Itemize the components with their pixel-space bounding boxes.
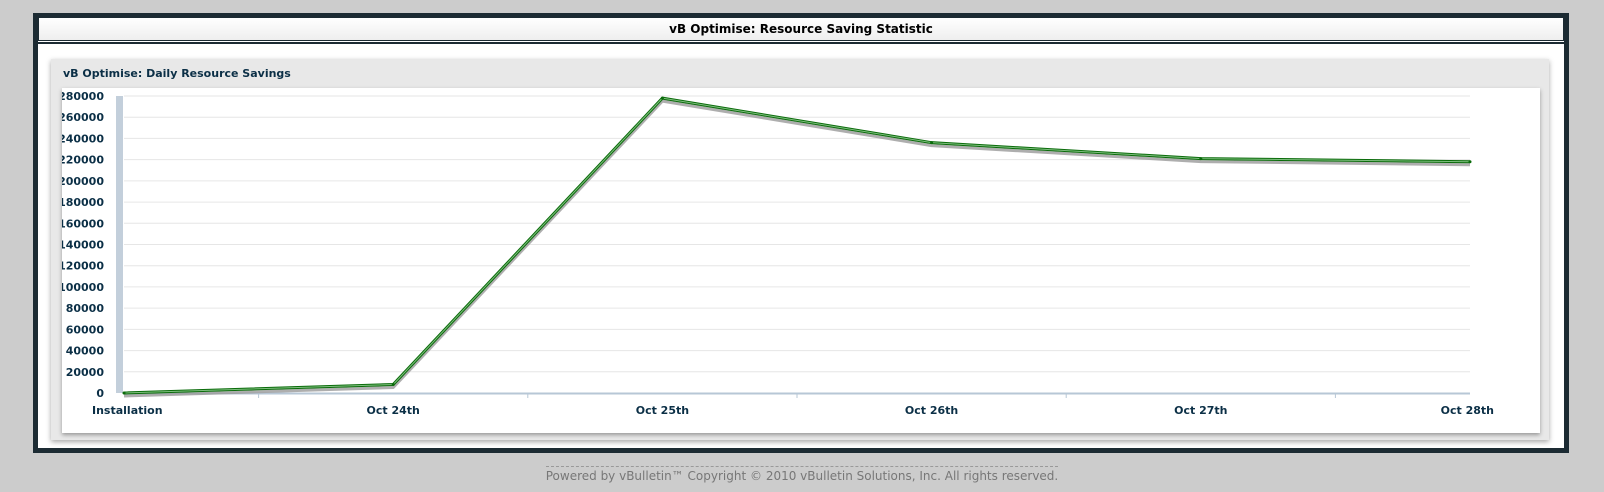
y-tick-label: 220000 [62, 154, 104, 167]
y-tick-label: 180000 [62, 196, 104, 209]
series-line-highlight [123, 97, 1471, 394]
title-divider [38, 42, 1564, 44]
data-point [1468, 160, 1472, 164]
y-tick-label: 60000 [66, 323, 105, 336]
chart-panel: vB Optimise: Daily Resource Savings 0 200… [51, 59, 1549, 440]
y-tick-label: 240000 [62, 132, 104, 145]
y-axis-strip [116, 96, 123, 393]
y-tick-label: 100000 [62, 281, 104, 294]
stats-window-body: vB Optimise: Resource Saving Statistic v… [38, 17, 1564, 448]
stats-window: vB Optimise: Resource Saving Statistic v… [33, 13, 1569, 453]
y-tick-label: 80000 [66, 302, 105, 315]
y-tick-label: 20000 [66, 366, 105, 379]
plot-area: 0 20000 40000 60000 80000 100000 120000 140000 1… [58, 88, 1540, 433]
x-tick-label: Installation [92, 404, 163, 417]
y-tick-label: 120000 [62, 260, 104, 273]
x-tick-label: Oct 25th [636, 404, 689, 417]
copyright-text: Powered by vBulletin™ Copyright © 2010 v… [545, 466, 1059, 483]
x-tick-label: Oct 24th [367, 404, 420, 417]
chart-title: vB Optimise: Daily Resource Savings [63, 67, 291, 80]
data-point [1199, 157, 1203, 161]
x-tick-label: Oct 26th [905, 404, 958, 417]
series-line [123, 96, 1471, 395]
data-point [391, 383, 395, 387]
data-point [660, 96, 664, 100]
y-tick-label: 200000 [62, 175, 104, 188]
y-tick-label: 280000 [62, 90, 104, 103]
x-tick-label: Oct 27th [1174, 404, 1227, 417]
y-tick-label: 260000 [62, 111, 104, 124]
y-tick-label: 160000 [62, 217, 104, 230]
y-tick-label: 140000 [62, 239, 104, 252]
y-tick-label: 0 [96, 387, 104, 400]
data-point [930, 141, 934, 145]
x-tick-label: Oct 28th [1441, 404, 1494, 417]
line-chart: 0 20000 40000 60000 80000 100000 120000 140000 1… [58, 90, 1494, 417]
footer: Powered by vBulletin™ Copyright © 2010 v… [0, 465, 1604, 484]
y-tick-label: 40000 [66, 345, 105, 358]
window-title: vB Optimise: Resource Saving Statistic [38, 17, 1564, 41]
series-line-shadow [123, 99, 1471, 398]
data-point [122, 391, 126, 395]
